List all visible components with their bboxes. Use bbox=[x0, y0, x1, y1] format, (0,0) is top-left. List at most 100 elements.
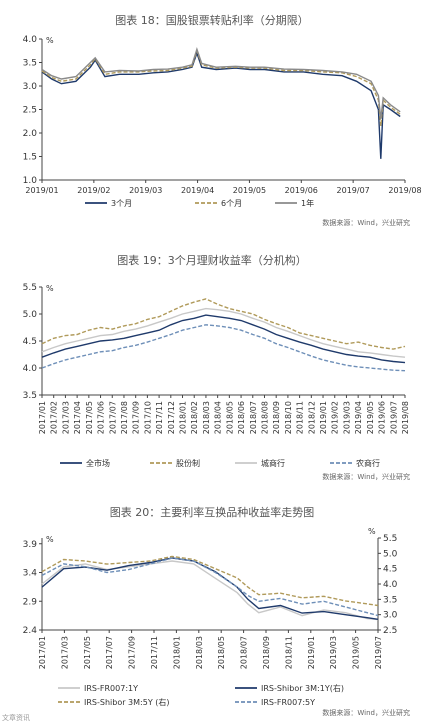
y-tick-label: 1.5 bbox=[23, 153, 37, 163]
x-tick-label: 2018/12 bbox=[307, 401, 316, 434]
series-line-1 bbox=[41, 48, 401, 127]
x-tick-label: 2017/06 bbox=[97, 401, 106, 434]
legend-label: 1年 bbox=[301, 198, 314, 208]
y-tick-label: 3.9 bbox=[23, 540, 38, 550]
x-tick-label: 2017/09 bbox=[128, 636, 137, 669]
x-tick-label: 2019/03 bbox=[342, 401, 351, 434]
chart-19-title: 图表 19：3个月理财收益率（分机构） bbox=[117, 254, 307, 267]
legend-label: IRS-Shibor 3M:1Y(右) bbox=[261, 683, 344, 693]
x-tick-label: 2018/04 bbox=[214, 401, 223, 434]
chart-19-panel: 图表 19：3个月理财收益率（分机构） 3.5 4.0 4.5 5.0 5.5% 2017… bbox=[0, 240, 424, 485]
x-tick-label: 2019/04 bbox=[181, 186, 214, 195]
y2-tick-label: 4.0 bbox=[383, 580, 398, 590]
series-line-0 bbox=[41, 314, 406, 364]
x-tick-label: 2017/08 bbox=[120, 401, 129, 434]
x-tick-label: 2017/03 bbox=[61, 401, 70, 434]
x-tick-label: 2019/03 bbox=[129, 186, 162, 195]
x-tick-label: 2017/12 bbox=[167, 401, 176, 434]
x-tick-label: 2017/01 bbox=[38, 636, 47, 669]
x-tick-label: 2019/06 bbox=[378, 401, 387, 434]
legend-label: IRS-FR007:1Y bbox=[84, 684, 138, 693]
chart-18-source: 数据来源：Wind，兴业研究 bbox=[322, 219, 410, 227]
x-tick-label: 2018/09 bbox=[272, 401, 281, 434]
x-tick-label: 2018/11 bbox=[284, 636, 293, 669]
x-tick-label: 2017/04 bbox=[73, 401, 82, 434]
legend-label: 农商行 bbox=[356, 458, 380, 468]
legend-label: 全市场 bbox=[86, 458, 110, 468]
x-tick-label: 2017/11 bbox=[150, 636, 159, 669]
x-tick-label: 2018/05 bbox=[217, 636, 226, 669]
legend-label: 3个月 bbox=[111, 199, 132, 208]
y-tick-label: 3.4 bbox=[23, 569, 38, 579]
y-tick-label: 1.0 bbox=[23, 176, 38, 186]
x-tick-label: 2017/03 bbox=[60, 636, 69, 669]
x-tick-label: 2018/03 bbox=[202, 401, 211, 434]
x-tick-label: 2019/06 bbox=[285, 186, 318, 195]
y-tick-label: 2.9 bbox=[23, 597, 38, 607]
y-tick-label: 4.0 bbox=[23, 364, 38, 374]
x-tick-label: 2017/10 bbox=[143, 401, 152, 434]
x-tick-label: 2019/05 bbox=[233, 186, 266, 195]
x-tick-label: 2018/08 bbox=[260, 401, 269, 434]
x-tick-label: 2019/08 bbox=[388, 186, 421, 195]
chart-20-source: 数据来源：Wind，兴业研究 bbox=[322, 709, 410, 717]
x-tick-label: 2019/05 bbox=[366, 401, 375, 434]
y-tick-label: 4.5 bbox=[23, 337, 37, 347]
x-tick-label: 2018/11 bbox=[296, 401, 305, 434]
x-tick-label: 2019/05 bbox=[352, 636, 361, 669]
y2-tick-label: 5.5 bbox=[383, 534, 397, 544]
y2-axis-unit: % bbox=[368, 527, 376, 536]
series-line-1 bbox=[41, 298, 406, 350]
y-tick-label: 4.0 bbox=[23, 35, 38, 45]
x-tick-label: 2017/01 bbox=[38, 401, 47, 434]
x-tick-label: 2019/02 bbox=[331, 401, 340, 434]
y2-tick-label: 2.5 bbox=[383, 626, 397, 636]
x-tick-label: 2019/01 bbox=[307, 636, 316, 669]
legend-label: IRS-Shibor 3M:5Y (右) bbox=[84, 697, 170, 707]
x-tick-label: 2019/03 bbox=[329, 636, 338, 669]
x-tick-label: 2018/10 bbox=[284, 401, 293, 434]
x-tick-label: 2017/09 bbox=[132, 401, 141, 434]
y-axis-unit: % bbox=[46, 36, 54, 45]
chart-19-source: 数据来源：Wind，兴业研究 bbox=[322, 473, 410, 481]
x-tick-label: 2019/02 bbox=[77, 186, 110, 195]
x-tick-label: 2017/05 bbox=[83, 636, 92, 669]
chart-20-title: 图表 20：主要利率互换品种收益率走势图 bbox=[109, 506, 315, 519]
y2-tick-label: 3.5 bbox=[383, 595, 397, 605]
x-tick-label: 2018/01 bbox=[179, 401, 188, 434]
x-tick-label: 2019/08 bbox=[401, 401, 410, 434]
series-line-0 bbox=[41, 50, 401, 159]
series-line-0 bbox=[41, 560, 379, 621]
x-tick-label: 2018/05 bbox=[225, 401, 234, 434]
y-tick-label: 3.5 bbox=[23, 59, 37, 69]
y-tick-label: 2.4 bbox=[23, 626, 38, 636]
chart-20-svg: 2.4 2.9 3.4 3.9 2.5 3.0 3.5 4.0 4.5 5.0 5.5%% 2017/… bbox=[23, 527, 398, 707]
x-tick-label: 2017/07 bbox=[108, 401, 117, 434]
chart-18-title: 图表 18：国股银票转贴利率（分期限） bbox=[115, 14, 309, 27]
series-line-2 bbox=[41, 555, 379, 607]
y-tick-label: 5.5 bbox=[23, 283, 37, 293]
x-tick-label: 2018/09 bbox=[262, 636, 271, 669]
x-tick-label: 2018/06 bbox=[237, 401, 246, 434]
x-tick-label: 2018/02 bbox=[190, 401, 199, 434]
y-tick-label: 5.0 bbox=[23, 310, 38, 320]
series-line-3 bbox=[41, 324, 406, 372]
series-line-3 bbox=[41, 557, 379, 617]
x-tick-label: 2017/07 bbox=[105, 636, 114, 669]
y-axis-unit: % bbox=[46, 284, 54, 293]
y-tick-label: 2.0 bbox=[23, 129, 38, 139]
x-tick-label: 2018/07 bbox=[249, 401, 258, 434]
y2-tick-label: 3.0 bbox=[383, 611, 398, 621]
x-tick-label: 2017/05 bbox=[85, 401, 94, 434]
y-tick-label: 3.5 bbox=[23, 391, 37, 401]
series-line-2 bbox=[41, 307, 406, 358]
legend-label: 城商行 bbox=[261, 458, 285, 468]
series-line-2 bbox=[41, 47, 401, 119]
chart-18-svg: 1.0 1.5 2.0 2.5 3.0 3.5 4.0 % 2019/01 2019/02 2019… bbox=[23, 35, 422, 208]
chart-18-panel: 图表 18：国股银票转贴利率（分期限） 1.0 1.5 2.0 2.5 3.0 3.5 4.… bbox=[0, 0, 424, 235]
y-axis-unit: % bbox=[46, 535, 54, 544]
x-tick-label: 2018/07 bbox=[240, 636, 249, 669]
x-tick-label: 2019/04 bbox=[354, 401, 363, 434]
chart-19-svg: 3.54.04.55.05.5 %2017/01 2017/02 2017/03 201… bbox=[23, 283, 410, 468]
y2-tick-label: 4.5 bbox=[383, 565, 397, 575]
